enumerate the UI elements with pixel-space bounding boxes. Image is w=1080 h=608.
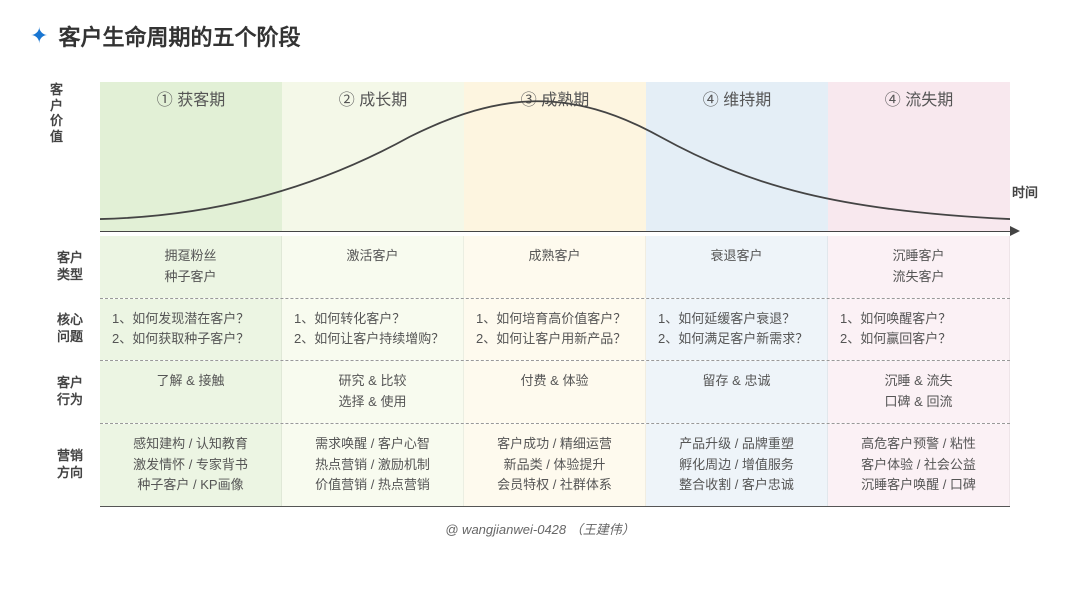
cell-0-1: 激活客户 xyxy=(282,236,464,298)
row-2: 客户行为了解 & 接触研究 & 比较选择 & 使用付费 & 体验留存 & 忠诚沉… xyxy=(100,361,1010,424)
stage-label-1: ② 成长期 xyxy=(282,86,464,110)
stage-label-2: ③ 成熟期 xyxy=(464,86,646,110)
row-label-1: 核心问题 xyxy=(50,313,90,347)
cell-3-0: 感知建构 / 认知教育激发情怀 / 专家背书种子客户 / KP画像 xyxy=(100,424,282,506)
row-label-3: 营销方向 xyxy=(50,448,90,482)
cell-1-4: 1、如何唤醒客户？2、如何赢回客户？ xyxy=(828,299,1010,361)
lifecycle-diagram: 客户价值 时间 ① 获客期② 成长期③ 成熟期④ 维持期④ 流失期 客户类型拥趸… xyxy=(40,82,1040,507)
cell-1-3: 1、如何延缓客户衰退？2、如何满足客户新需求？ xyxy=(646,299,828,361)
attribution: @ wangjianwei-0428 （王建伟） xyxy=(30,519,1050,538)
stage-headers: ① 获客期② 成长期③ 成熟期④ 维持期④ 流失期 xyxy=(100,86,1010,110)
cell-0-4: 沉睡客户流失客户 xyxy=(828,236,1010,298)
row-label-0: 客户类型 xyxy=(50,250,90,284)
stage-label-3: ④ 维持期 xyxy=(646,86,828,110)
cell-2-3: 留存 & 忠诚 xyxy=(646,361,828,423)
bullet-icon: ✦ xyxy=(30,23,48,49)
x-axis-label: 时间 xyxy=(1012,182,1038,201)
title-row: ✦ 客户生命周期的五个阶段 xyxy=(30,20,1050,52)
cell-3-2: 客户成功 / 精细运营新品类 / 体验提升会员特权 / 社群体系 xyxy=(464,424,646,506)
cell-0-2: 成熟客户 xyxy=(464,236,646,298)
stage-label-0: ① 获客期 xyxy=(100,86,282,110)
cell-2-0: 了解 & 接触 xyxy=(100,361,282,423)
cell-3-4: 高危客户预警 / 粘性客户体验 / 社会公益沉睡客户唤醒 / 口碑 xyxy=(828,424,1010,506)
row-3: 营销方向感知建构 / 认知教育激发情怀 / 专家背书种子客户 / KP画像需求唤… xyxy=(100,424,1010,507)
cell-1-2: 1、如何培育高价值客户？2、如何让客户用新产品？ xyxy=(464,299,646,361)
curve-area: 客户价值 时间 ① 获客期② 成长期③ 成熟期④ 维持期④ 流失期 xyxy=(100,82,1010,232)
cell-1-0: 1、如何发现潜在客户？2、如何获取种子客户？ xyxy=(100,299,282,361)
lifecycle-table: 客户类型拥趸粉丝种子客户激活客户成熟客户衰退客户沉睡客户流失客户核心问题1、如何… xyxy=(100,236,1010,507)
cell-0-0: 拥趸粉丝种子客户 xyxy=(100,236,282,298)
row-0: 客户类型拥趸粉丝种子客户激活客户成熟客户衰退客户沉睡客户流失客户 xyxy=(100,236,1010,299)
cell-2-1: 研究 & 比较选择 & 使用 xyxy=(282,361,464,423)
stage-label-4: ④ 流失期 xyxy=(828,86,1010,110)
y-axis-label: 客户价值 xyxy=(50,82,70,144)
cell-2-4: 沉睡 & 流失口碑 & 回流 xyxy=(828,361,1010,423)
cell-3-1: 需求唤醒 / 客户心智热点营销 / 激励机制价值营销 / 热点营销 xyxy=(282,424,464,506)
cell-2-2: 付费 & 体验 xyxy=(464,361,646,423)
cell-3-3: 产品升级 / 品牌重塑孵化周边 / 增值服务整合收割 / 客户忠诚 xyxy=(646,424,828,506)
row-1: 核心问题1、如何发现潜在客户？2、如何获取种子客户？1、如何转化客户？2、如何让… xyxy=(100,299,1010,362)
cell-1-1: 1、如何转化客户？2、如何让客户持续增购？ xyxy=(282,299,464,361)
row-label-2: 客户行为 xyxy=(50,375,90,409)
cell-0-3: 衰退客户 xyxy=(646,236,828,298)
page-title: 客户生命周期的五个阶段 xyxy=(58,20,300,52)
